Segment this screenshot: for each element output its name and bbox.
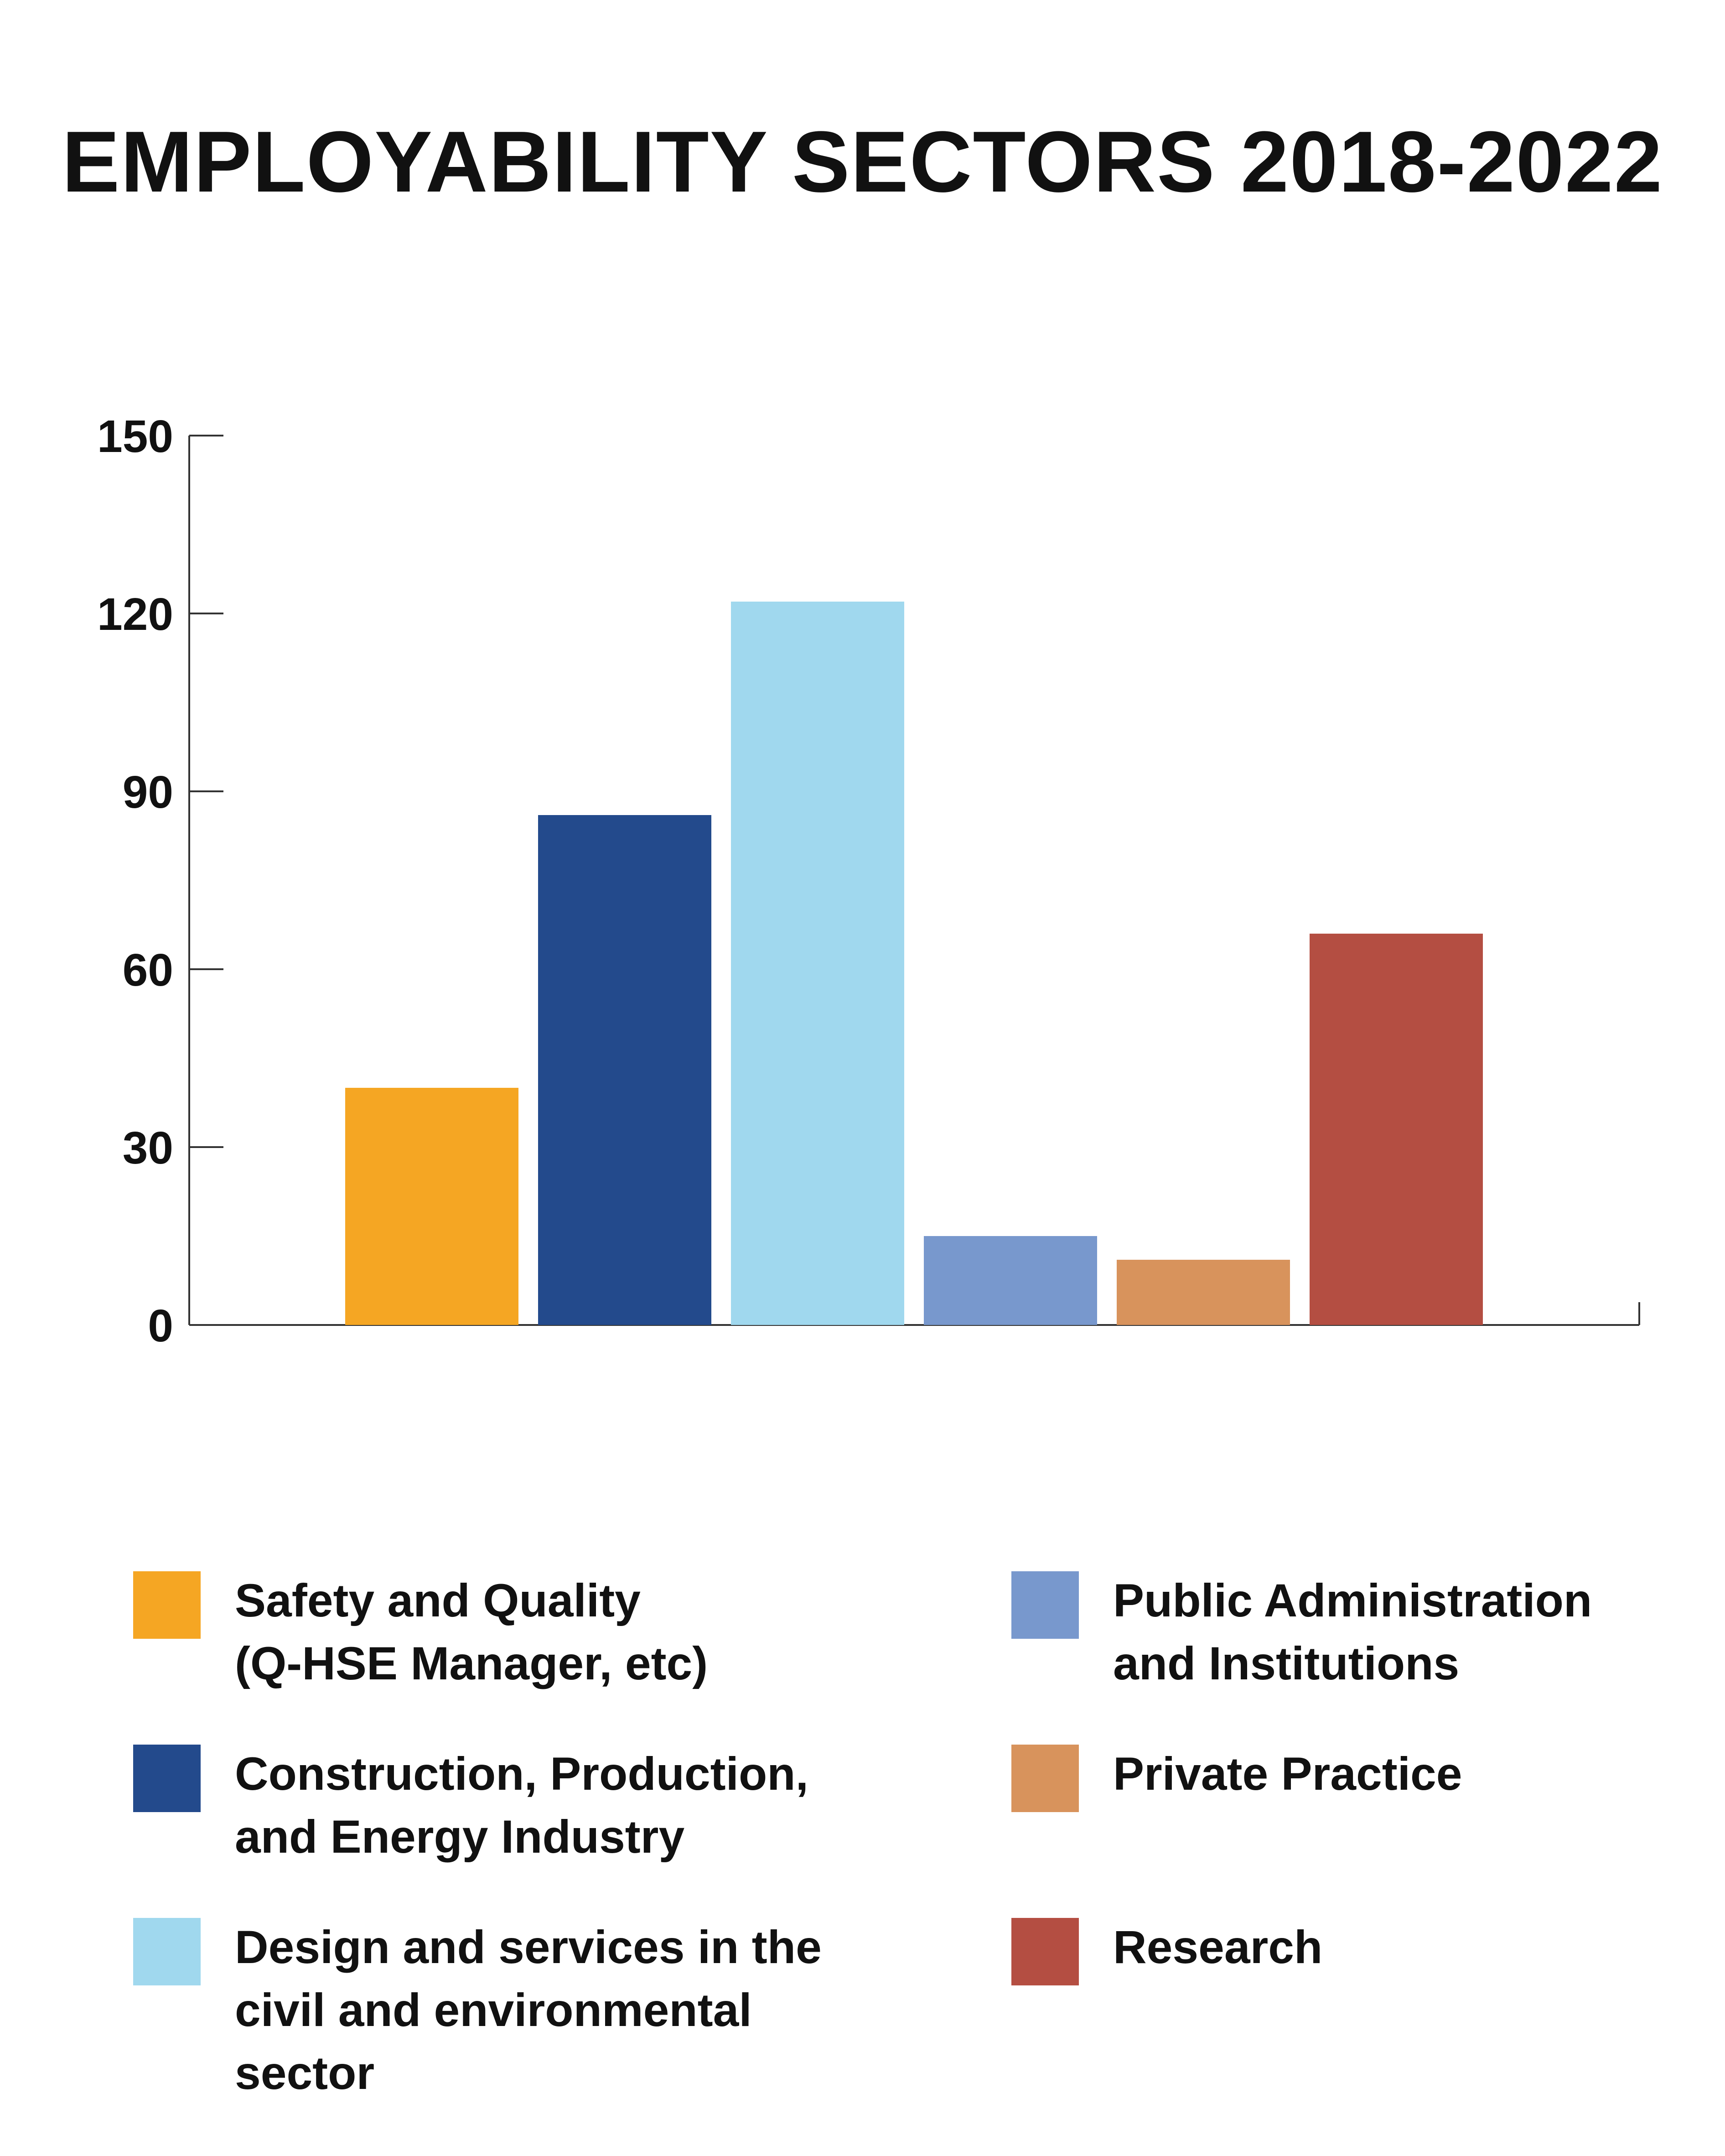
y-tick-label: 150 xyxy=(97,411,173,462)
bar-6 xyxy=(1310,934,1483,1325)
y-tick-label: 0 xyxy=(148,1300,173,1351)
y-tick-label: 120 xyxy=(97,589,173,640)
bar-4 xyxy=(924,1236,1097,1325)
chart-title: EMPLOYABILITY SECTORS 2018-2022 xyxy=(62,114,1663,210)
y-tick-label: 90 xyxy=(123,767,173,818)
y-tick-label: 60 xyxy=(123,945,173,996)
y-axis-ticks: 0 30 60 90 120 150 xyxy=(97,411,223,1351)
bar-1 xyxy=(345,1088,518,1325)
chart-bars xyxy=(345,602,1483,1325)
y-tick-label: 30 xyxy=(123,1122,173,1174)
bar-5 xyxy=(1117,1260,1290,1325)
bar-3 xyxy=(731,602,904,1325)
bar-2 xyxy=(538,815,711,1325)
